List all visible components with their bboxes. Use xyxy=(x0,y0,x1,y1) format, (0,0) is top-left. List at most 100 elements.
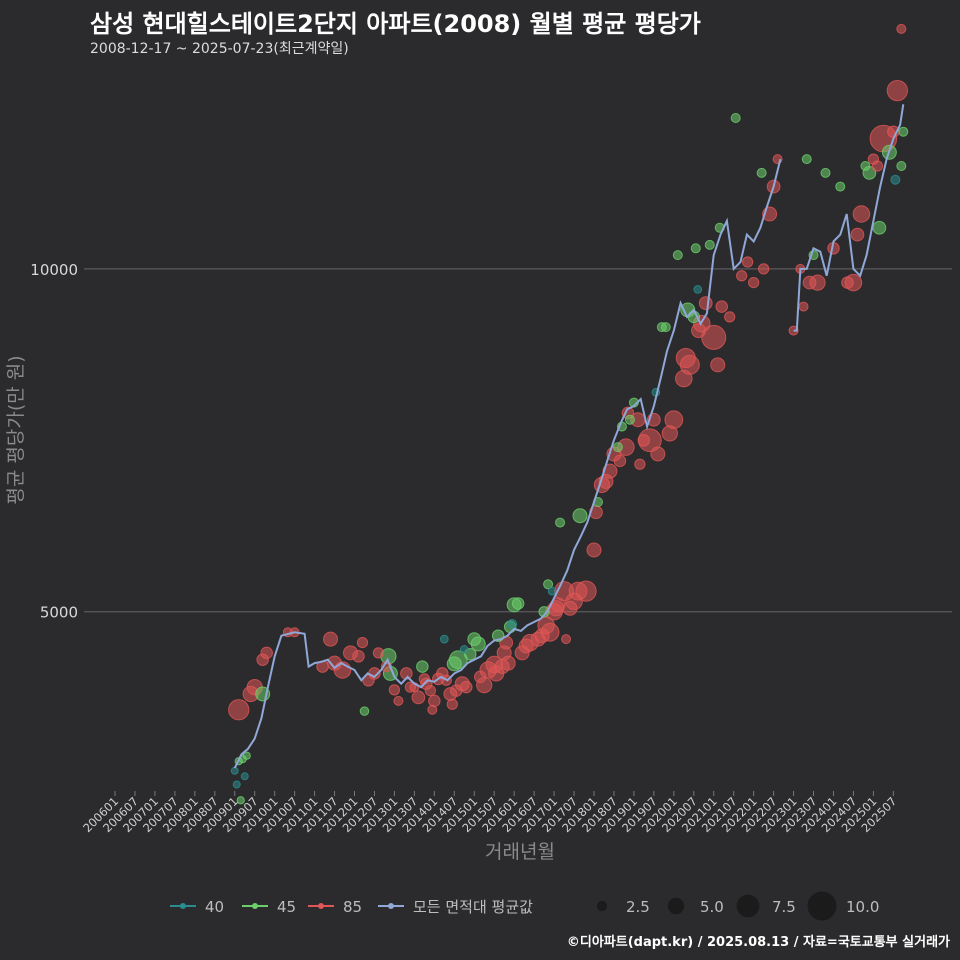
data-point-85 xyxy=(613,454,627,468)
data-point-40 xyxy=(232,780,241,789)
data-point-40 xyxy=(693,285,703,294)
data-point-85 xyxy=(691,323,707,339)
data-point-85 xyxy=(736,270,748,282)
legend-size-label-1: 5.0 xyxy=(700,898,724,916)
y-axis-ticks: 5000 10000 xyxy=(30,261,78,622)
data-point-45 xyxy=(242,751,251,760)
legend-marker-1 xyxy=(252,903,258,909)
data-point-45 xyxy=(416,660,429,673)
legend-marker-2 xyxy=(318,903,324,909)
data-point-85 xyxy=(772,154,783,165)
y-tick-label: 10000 xyxy=(30,261,78,279)
data-point-85 xyxy=(637,434,651,447)
legend-size-label-0: 2.5 xyxy=(626,898,650,916)
legend-marker-3 xyxy=(388,903,394,909)
data-point-85 xyxy=(500,655,516,671)
average-line xyxy=(233,104,905,769)
data-point-85 xyxy=(388,684,401,696)
data-point-85 xyxy=(518,638,534,654)
y-tick-label: 5000 xyxy=(40,604,78,622)
footer-credit: ©디아파트(dapt.kr) / 2025.08.13 / 자료=국토교통부 실… xyxy=(566,935,950,950)
legend-label-2: 85 xyxy=(343,898,362,916)
data-point-45 xyxy=(896,161,907,171)
data-point-85 xyxy=(661,425,678,442)
data-point-45 xyxy=(704,239,715,250)
data-point-45 xyxy=(543,579,554,590)
data-point-45 xyxy=(756,167,767,178)
data-point-85 xyxy=(788,325,799,336)
data-point-45 xyxy=(538,606,550,618)
data-point-85 xyxy=(715,300,728,313)
data-point-45 xyxy=(467,632,482,647)
data-point-85 xyxy=(798,301,809,312)
data-point-85 xyxy=(586,542,602,558)
data-point-85 xyxy=(424,684,436,697)
data-points xyxy=(228,23,909,805)
data-point-85 xyxy=(352,650,365,663)
data-point-85 xyxy=(710,357,726,373)
data-point-85 xyxy=(758,263,770,275)
data-point-85 xyxy=(446,698,458,710)
data-point-85 xyxy=(260,646,273,660)
legend-label-3: 모든 면적대 평균값 xyxy=(413,898,533,916)
legend-size-circle-3 xyxy=(807,891,837,921)
legend-label-0: 40 xyxy=(205,898,224,916)
data-point-40 xyxy=(439,634,449,644)
data-point-40 xyxy=(507,619,518,630)
data-point-85 xyxy=(393,695,404,706)
data-point-85 xyxy=(748,276,760,289)
data-point-45 xyxy=(359,706,370,716)
data-point-85 xyxy=(534,628,550,644)
data-point-85 xyxy=(372,647,385,659)
data-point-45 xyxy=(624,414,635,425)
data-point-45 xyxy=(612,442,623,453)
legend-size-circle-1 xyxy=(667,897,685,915)
data-point-45 xyxy=(835,181,846,192)
data-point-85 xyxy=(871,160,884,172)
data-point-40 xyxy=(459,645,469,654)
average-line-path xyxy=(793,104,905,332)
data-point-85 xyxy=(698,296,713,311)
data-point-85 xyxy=(650,446,666,462)
data-point-45 xyxy=(730,113,741,123)
x-axis-ticks: 2006012006072007012007072008012008072009… xyxy=(80,791,899,835)
data-point-45 xyxy=(898,126,909,137)
data-point-45 xyxy=(660,322,671,333)
data-point-85 xyxy=(896,23,907,34)
data-point-85 xyxy=(427,704,438,715)
legend-size-label-3: 10.0 xyxy=(846,898,879,916)
y-axis-label: 평균 평당가(만 원) xyxy=(5,355,27,504)
data-point-45 xyxy=(446,656,462,672)
data-point-85 xyxy=(562,600,578,616)
data-point-40 xyxy=(230,766,239,775)
data-point-85 xyxy=(742,256,754,268)
data-point-85 xyxy=(323,631,339,647)
data-point-85 xyxy=(886,79,908,102)
data-point-85 xyxy=(852,205,871,223)
data-point-85 xyxy=(356,636,369,649)
data-point-85 xyxy=(561,634,572,645)
data-point-45 xyxy=(572,508,588,524)
data-point-85 xyxy=(724,311,736,323)
legend-label-1: 45 xyxy=(277,898,296,916)
chart-title: 삼성 현대힐스테이트2단지 아파트(2008) 월별 평균 평당가 xyxy=(90,10,701,38)
legend-marker-0 xyxy=(180,903,186,909)
data-point-45 xyxy=(872,220,887,235)
data-point-45 xyxy=(511,597,525,610)
data-point-45 xyxy=(860,161,871,171)
data-point-45 xyxy=(236,796,245,805)
legend-size-circle-2 xyxy=(736,894,760,918)
data-point-45 xyxy=(555,517,566,528)
data-point-85 xyxy=(411,690,426,705)
data-point-85 xyxy=(701,324,727,350)
data-point-85 xyxy=(428,694,441,708)
data-point-40 xyxy=(890,174,901,185)
data-point-85 xyxy=(460,680,473,694)
chart-subtitle: 2008-12-17 ~ 2025-07-23(최근계약일) xyxy=(90,41,349,57)
data-point-85 xyxy=(602,463,618,479)
data-point-45 xyxy=(820,167,831,178)
data-point-45 xyxy=(690,243,701,254)
data-point-40 xyxy=(547,586,557,596)
data-point-45 xyxy=(672,250,683,261)
data-point-40 xyxy=(240,772,249,781)
